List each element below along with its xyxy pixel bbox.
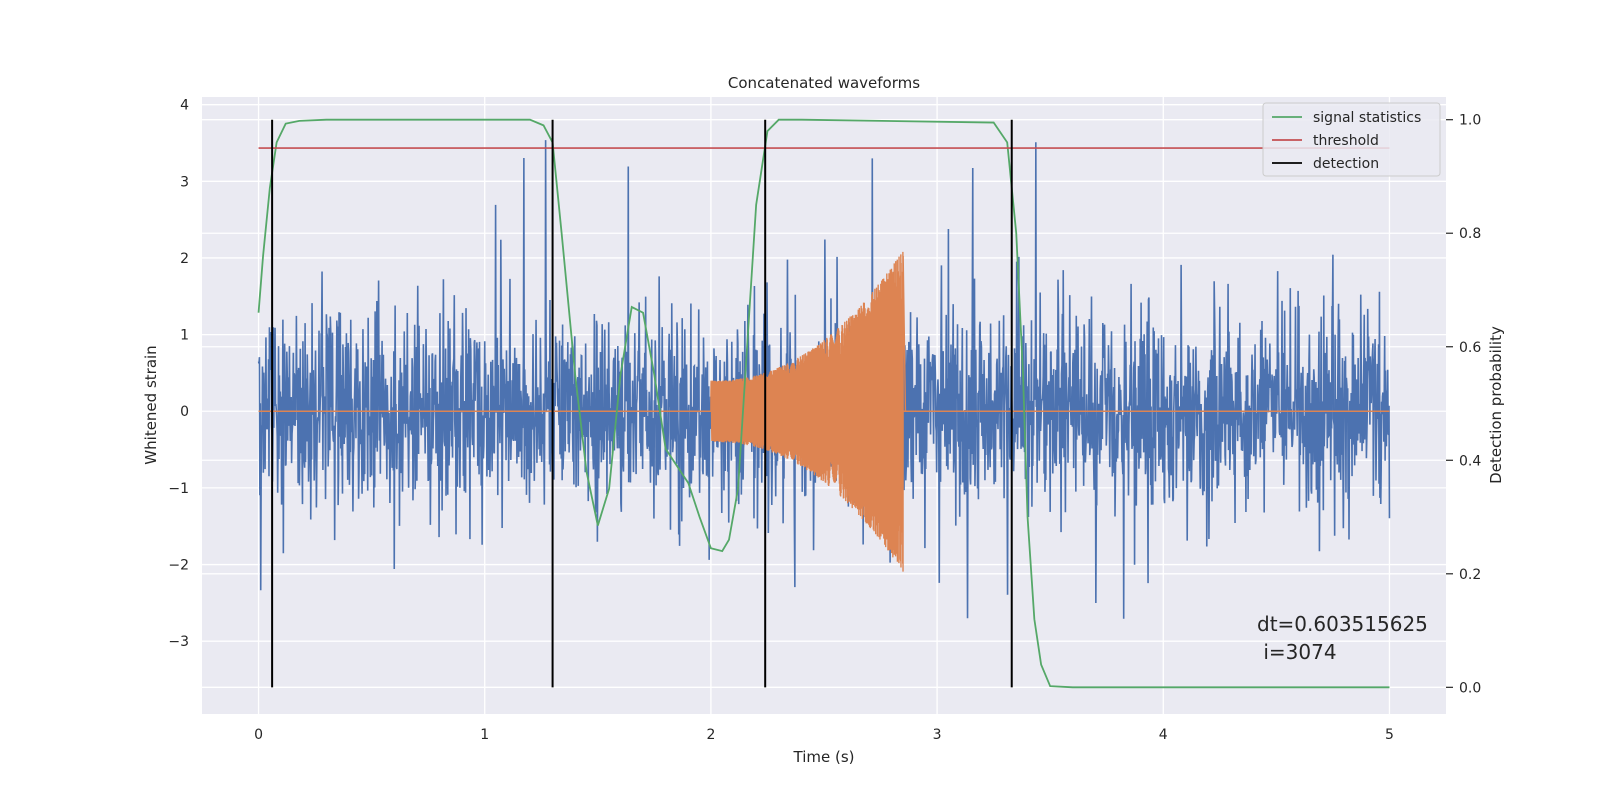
y-tick-label-left: −1 [168,481,189,497]
x-tick-label: 5 [1385,727,1394,743]
y-tick-label-left: 1 [180,328,189,344]
y-tick-label-left: 2 [180,251,189,267]
x-tick-label: 2 [706,727,715,743]
legend-label-detection: detection [1313,156,1379,172]
legend-box [1262,102,1441,177]
y-tick-label-left: 0 [180,404,189,420]
y-axis-label-right: Detection probability [1487,326,1505,484]
y-tick-label-right: 0.0 [1459,680,1481,696]
legend: signal statistics threshold detection [1262,102,1441,177]
y-tick-label-right: 1.0 [1459,113,1481,129]
x-tick-label: 0 [254,727,263,743]
y-tick-label-left: −2 [168,558,189,574]
detection-lines [271,119,1013,688]
legend-label-threshold: threshold [1313,133,1379,149]
legend-label-signal-statistics: signal statistics [1313,110,1421,126]
y-tick-label-right: 0.2 [1459,567,1481,583]
y-tick-label-left: 4 [180,98,189,114]
axis-ticks: 0 1 2 3 4 5 −3 −2 −1 0 1 2 3 4 0.0 0.2 0.4 0.6 0.8 1.0 [168,98,1481,743]
y-tick-label-left: −3 [168,634,189,650]
y-tick-label-left: 3 [180,174,189,190]
y-axis-label-left: Whitened strain [142,345,160,464]
chart-title: Concatenated waveforms [728,74,920,92]
waveform-series-line [710,251,907,572]
y-tick-label-right: 0.8 [1459,226,1481,242]
y-tick-label-right: 0.4 [1459,453,1481,469]
annotation-i: i=3074 [1257,640,1337,664]
y-tick-label-right: 0.6 [1459,340,1481,356]
plot-layer [257,118,1391,689]
signal-statistics-line [257,118,1390,689]
x-tick-label: 1 [480,727,489,743]
x-axis-label: Time (s) [793,748,855,766]
annotation-dt: dt=0.603515625 [1257,612,1428,636]
grid-lines [202,97,1446,714]
x-tick-label: 3 [933,727,942,743]
annotation: dt=0.603515625 i=3074 [1257,612,1428,664]
x-tick-label: 4 [1159,727,1168,743]
